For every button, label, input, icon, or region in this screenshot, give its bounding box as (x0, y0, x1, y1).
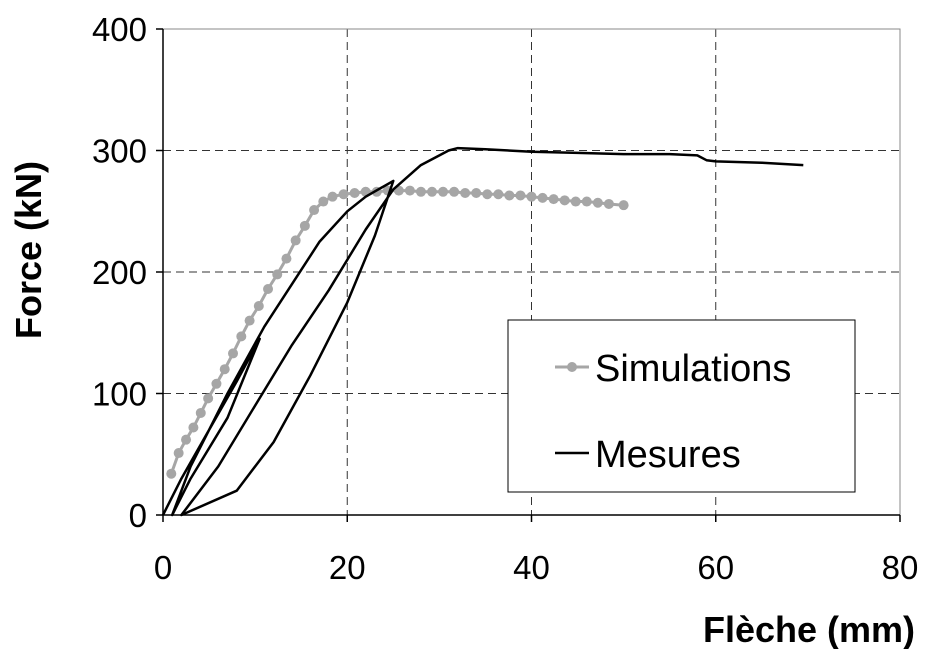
data-point-simulations-30 (449, 186, 460, 197)
data-point-simulations-39 (548, 194, 559, 205)
x-tick-label-4: 80 (882, 549, 919, 586)
x-tick-label-0: 0 (154, 549, 172, 586)
y-tick-label-0: 0 (129, 497, 147, 534)
data-point-simulations-28 (427, 186, 438, 197)
data-point-simulations-34 (493, 189, 504, 200)
data-point-simulations-0 (166, 468, 177, 479)
data-point-simulations-42 (581, 196, 592, 207)
data-point-simulations-16 (299, 220, 310, 231)
data-point-simulations-9 (236, 331, 247, 342)
data-point-simulations-27 (415, 186, 426, 197)
data-point-simulations-20 (338, 189, 349, 200)
data-point-simulations-41 (570, 196, 581, 207)
series-line-simulations (169, 189, 624, 475)
data-point-simulations-17 (309, 205, 320, 216)
data-point-simulations-11 (253, 301, 264, 312)
data-point-simulations-6 (211, 378, 222, 389)
x-axis-title: Flèche (mm) (703, 609, 915, 649)
data-point-simulations-40 (559, 195, 570, 206)
legend: Simulations Mesures (507, 319, 856, 493)
data-point-simulations-29 (438, 186, 449, 197)
data-point-simulations-19 (327, 191, 338, 202)
data-point-simulations-21 (349, 188, 360, 199)
data-point-simulations-18 (318, 196, 329, 207)
legend-label-mesures: Mesures (595, 434, 741, 476)
data-point-simulations-2 (181, 434, 192, 445)
data-point-simulations-10 (244, 315, 255, 326)
axes (156, 28, 901, 522)
y-tick-label-4: 400 (92, 11, 147, 48)
data-point-simulations-44 (603, 198, 614, 209)
data-point-simulations-1 (173, 448, 184, 459)
data-point-simulations-13 (272, 269, 283, 280)
y-tick-label-2: 200 (92, 254, 147, 291)
data-point-simulations-31 (460, 188, 471, 199)
data-point-simulations-43 (592, 197, 603, 208)
y-tick-label-1: 100 (92, 376, 147, 413)
data-point-simulations-4 (195, 407, 206, 418)
y-tick-label-3: 300 (92, 133, 147, 170)
data-point-simulations-8 (228, 348, 239, 359)
data-point-simulations-14 (281, 253, 292, 264)
data-point-simulations-36 (515, 190, 526, 201)
legend-box (507, 319, 856, 493)
legend-label-simulations: Simulations (595, 348, 791, 390)
data-point-simulations-5 (203, 393, 214, 404)
x-tick-label-1: 20 (329, 549, 366, 586)
data-point-simulations-15 (290, 235, 301, 246)
data-point-simulations-26 (404, 185, 415, 196)
legend-marker-simulations (567, 362, 577, 372)
y-axis-title: Force (kN) (8, 161, 49, 339)
data-point-simulations-12 (263, 284, 274, 295)
data-point-simulations-33 (482, 189, 493, 200)
data-point-simulations-35 (504, 190, 515, 201)
series-line-mesures (161, 146, 804, 517)
x-tick-label-2: 40 (513, 549, 550, 586)
tick-labels: 0 100 200 300 400 0 20 40 60 80 (92, 11, 918, 586)
series-layer (161, 146, 804, 517)
data-point-simulations-37 (526, 191, 537, 202)
data-point-simulations-38 (537, 192, 548, 203)
data-point-simulations-3 (188, 422, 199, 433)
data-point-simulations-32 (471, 188, 482, 199)
data-point-simulations-45 (618, 200, 629, 211)
x-tick-label-3: 60 (697, 549, 734, 586)
data-point-simulations-7 (219, 364, 230, 375)
